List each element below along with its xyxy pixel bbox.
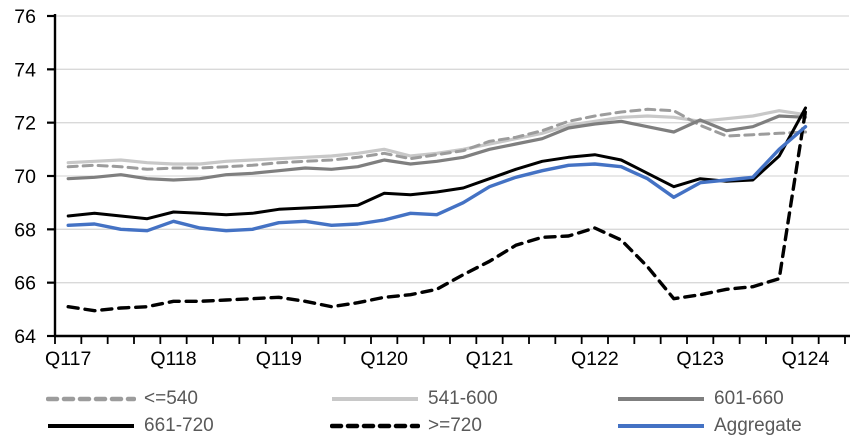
x-tick-label: Q124 xyxy=(782,348,830,370)
legend-label: >=720 xyxy=(428,415,482,436)
legend-swatch-aggregate-icon xyxy=(618,424,704,428)
y-tick-label: 76 xyxy=(14,6,36,28)
y-tick-label: 74 xyxy=(14,59,36,81)
x-tick-label: Q121 xyxy=(466,348,514,370)
x-tick-label: Q123 xyxy=(676,348,724,370)
x-tick-label: Q122 xyxy=(571,348,619,370)
y-tick-label: 64 xyxy=(14,326,36,348)
x-tick-label: Q120 xyxy=(360,348,408,370)
legend-item-601-660: 601-660 xyxy=(616,387,784,411)
legend-label: 601-660 xyxy=(714,388,784,409)
legend-swatch-541-600-icon xyxy=(332,397,418,401)
legend-label: Aggregate xyxy=(714,415,802,436)
legend-item-661-720: 661-720 xyxy=(46,414,214,438)
y-tick-label: 70 xyxy=(14,166,36,188)
x-tick-label: Q117 xyxy=(45,348,91,370)
legend-item-aggregate: Aggregate xyxy=(616,414,802,438)
x-tick-label: Q119 xyxy=(256,348,302,370)
series-aggregate xyxy=(66,124,808,233)
legend-swatch-601-660-icon xyxy=(618,397,704,401)
legend-swatch-661-720-icon xyxy=(48,424,134,428)
gridlines xyxy=(55,15,849,284)
x-tick-label: Q118 xyxy=(150,348,196,370)
x-axis: Q117 Q118 Q119 Q120 Q121 Q122 Q123 Q124 xyxy=(45,334,850,370)
series-540 xyxy=(66,107,807,171)
series-661-720 xyxy=(66,106,807,221)
y-tick-label: 66 xyxy=(14,273,36,295)
y-axis: 64 66 68 70 72 74 76 xyxy=(14,6,57,348)
legend-item-540: <=540 xyxy=(46,387,198,411)
legend-swatch-540-icon xyxy=(46,396,136,402)
legend-label: 541-600 xyxy=(428,388,498,409)
legend-swatch-720-icon xyxy=(330,423,420,429)
legend-label: 661-720 xyxy=(144,415,214,436)
series-601-660 xyxy=(66,114,808,182)
series-541-600 xyxy=(66,109,808,166)
y-tick-label: 68 xyxy=(14,219,36,241)
series-720 xyxy=(66,108,808,313)
y-tick-label: 72 xyxy=(14,113,36,135)
legend-label: <=540 xyxy=(144,388,198,409)
legend-item-720: >=720 xyxy=(330,414,482,438)
legend-item-541-600: 541-600 xyxy=(330,387,498,411)
